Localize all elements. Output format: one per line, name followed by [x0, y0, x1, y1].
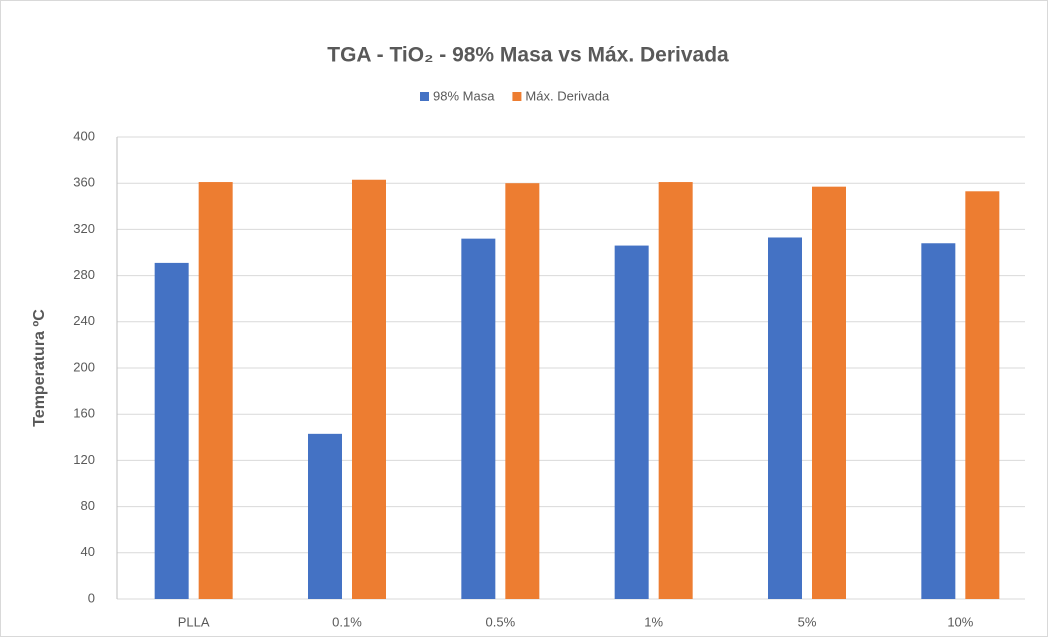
- bar: [198, 182, 233, 600]
- legend-swatch: [512, 92, 522, 101]
- x-tick-label: PLLA: [178, 614, 210, 629]
- x-tick-label: 10%: [947, 614, 973, 629]
- y-tick-label: 280: [73, 267, 95, 282]
- y-tick-label: 160: [73, 406, 95, 421]
- x-tick-label: 1%: [644, 614, 663, 629]
- y-tick-label: 80: [81, 498, 95, 513]
- y-tick-label: 40: [81, 544, 95, 559]
- bar: [614, 245, 649, 599]
- bar: [505, 183, 540, 599]
- y-tick-label: 200: [73, 359, 95, 374]
- x-tick-label: 0.5%: [486, 614, 516, 629]
- bar: [921, 243, 956, 599]
- x-tick-label: 5%: [798, 614, 817, 629]
- y-tick-label: 400: [73, 128, 95, 143]
- y-tick-label: 240: [73, 313, 95, 328]
- bar: [965, 191, 1000, 599]
- y-tick-label: 320: [73, 221, 95, 236]
- legend-label: Máx. Derivada: [525, 88, 610, 103]
- bar: [308, 433, 342, 599]
- y-tick-label: 0: [88, 590, 95, 605]
- bar: [768, 237, 802, 600]
- x-tick-label: 0.1%: [332, 614, 362, 629]
- legend-swatch: [420, 92, 429, 101]
- bar: [352, 179, 386, 600]
- bar: [658, 182, 693, 600]
- chart-title: TGA - TiO₂ - 98% Masa vs Máx. Derivada: [327, 44, 729, 67]
- y-axis-label: Temperatura ºC: [31, 309, 48, 427]
- bar: [154, 262, 189, 599]
- bar: [812, 186, 846, 600]
- y-tick-label: 120: [73, 452, 95, 467]
- bar: [461, 238, 496, 599]
- legend-label: 98% Masa: [433, 88, 495, 103]
- y-tick-label: 360: [73, 175, 95, 190]
